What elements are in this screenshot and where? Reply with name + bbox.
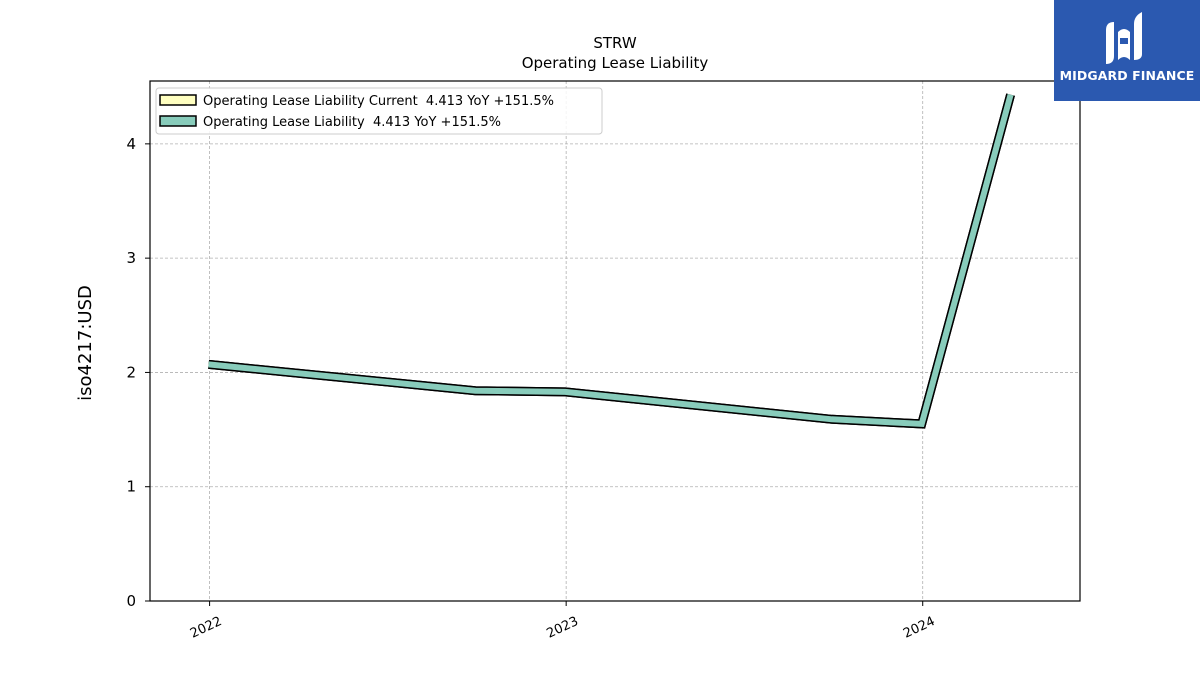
y-ticks: 0 1 2 3 4 [126, 135, 150, 610]
series-layer [208, 93, 1015, 429]
series-line-total [208, 93, 1014, 428]
y-tick-label: 0 [126, 592, 136, 610]
y-axis-label: iso4217:USD [75, 285, 96, 401]
brand-name: MIDGARD FINANCE [1059, 68, 1195, 83]
plot-frame [149, 80, 1081, 602]
data-point [475, 390, 476, 391]
x-tick-label: 2023 [545, 614, 581, 642]
x-ticks: 2022 2023 2024 [188, 601, 937, 642]
data-point [565, 391, 566, 392]
brand-logo: MIDGARD FINANCE [1054, 0, 1200, 101]
midgard-logo-icon [1106, 12, 1142, 64]
legend-label-total: Operating Lease Liability 4.413 YoY +151… [203, 115, 501, 130]
y-tick-label: 3 [126, 249, 136, 267]
x-tick-label: 2024 [901, 614, 937, 642]
x-tick-label: 2022 [188, 614, 224, 642]
chart-subtitle: Operating Lease Liability [522, 54, 709, 72]
legend-swatch-current [159, 94, 197, 106]
legend: Operating Lease Liability Current 4.413 … [155, 87, 603, 135]
chart-title: STRW [593, 34, 636, 52]
data-point [1010, 94, 1011, 95]
data-point [831, 419, 832, 420]
legend-label-current: Operating Lease Liability Current 4.413 … [203, 94, 554, 109]
y-tick-label: 4 [126, 135, 136, 153]
legend-box [155, 87, 603, 135]
data-point [208, 364, 209, 365]
legend-swatch-total [159, 115, 197, 127]
y-tick-label: 2 [126, 363, 136, 381]
data-point [921, 423, 922, 424]
y-tick-label: 1 [126, 478, 136, 496]
